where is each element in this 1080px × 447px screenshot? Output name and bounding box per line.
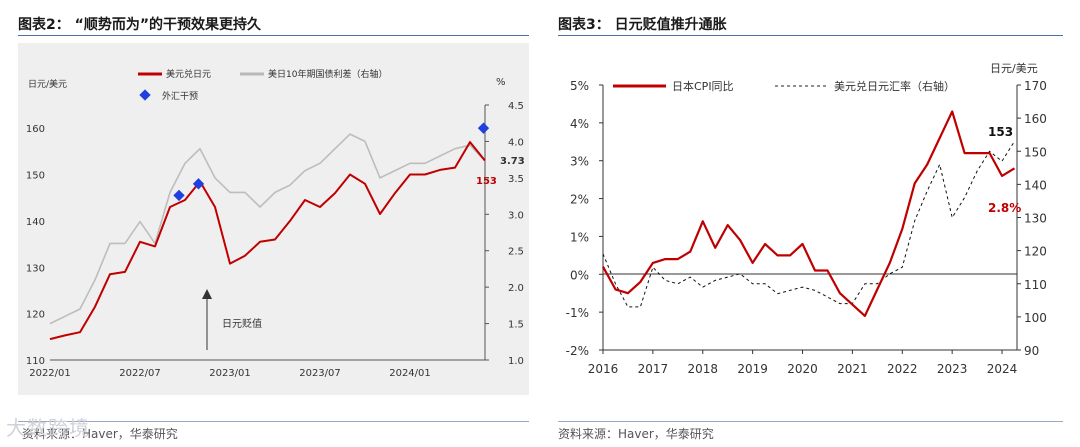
chart1-title-rule (18, 35, 529, 36)
chart1-y-right-tick: 2.0 (508, 283, 524, 294)
chart2-y-left-tick: 3% (570, 155, 589, 169)
chart1-x-tick: 2022/01 (29, 368, 71, 379)
chart1-annotation-arrowhead (202, 289, 212, 299)
chart1-y-right-tick: 4.5 (508, 101, 524, 112)
chart1-y-right-tick: 1.5 (508, 320, 524, 331)
chart1-annotation-text: 日元贬值 (222, 317, 262, 330)
chart2-end-label-left: 2.8% (988, 201, 1021, 215)
chart2-legend-box (603, 78, 771, 97)
chart1-y-right-tick: 1.0 (508, 356, 524, 367)
watermark: 大数跨境 (6, 416, 90, 440)
chart2-x-tick: 2022 (887, 362, 918, 376)
chart1-y-right-tick: 3.5 (508, 174, 524, 185)
chart1-intervention-point (173, 189, 185, 202)
chart2-x-tick: 2020 (787, 362, 818, 376)
chart2-y-right-tick: 90 (1024, 344, 1039, 358)
chart2-end-label-right: 153 (988, 125, 1013, 139)
chart1-series-usdjpy (49, 141, 486, 341)
chart2-y-right-tick: 140 (1024, 178, 1047, 192)
chart1-x-tick: 2024/01 (389, 368, 431, 379)
chart2-y-right-tick: 170 (1024, 79, 1047, 93)
chart1-y-right-tick: 3.0 (508, 210, 524, 221)
chart1-legend-label-3: 外汇干预 (162, 90, 198, 102)
chart1-x-tick: 2022/07 (119, 368, 161, 379)
chart2-y-left-tick: 4% (570, 117, 589, 131)
chart1-y-right-tick: 4.0 (508, 137, 524, 148)
chart1-y-left-tick: 120 (26, 310, 45, 321)
chart1-legend-label-1: 美元兑日元 (166, 68, 211, 80)
chart1-source-rule (18, 421, 529, 422)
chart2-x-tick: 2019 (737, 362, 768, 376)
chart2-y-left-tick: 2% (570, 193, 589, 207)
chart1-y-right-tick: 2.5 (508, 247, 524, 258)
chart1-source: 资料来源：Haver，华泰研究 (22, 427, 178, 441)
chart2-y-right-tick: 150 (1024, 145, 1047, 159)
chart1-right-axis-title: % (496, 77, 506, 88)
chart2-y-left-tick: 0% (570, 268, 589, 282)
chart1-end-label-left: 153 (476, 176, 497, 187)
chart2-title: 图表3： 日元贬值推升通胀 (558, 17, 727, 33)
chart2-series-usdjpy (602, 141, 1015, 308)
chart2-right-axis-title: 日元/美元 (990, 62, 1038, 75)
chart2-x-tick: 2024 (987, 362, 1018, 376)
chart1-series-spread (49, 133, 486, 325)
chart1-left-axis-title: 日元/美元 (28, 78, 67, 90)
chart2-y-right-tick: 130 (1024, 212, 1047, 226)
chart1-y-left-tick: 140 (26, 217, 45, 228)
chart2-legend-label-1: 日本CPI同比 (672, 79, 734, 93)
chart1-y-left-tick: 150 (26, 171, 45, 182)
chart2-series-cpi (602, 110, 1016, 317)
chart1-end-label-right: 3.73 (500, 156, 525, 167)
chart2-x-tick: 2016 (588, 362, 619, 376)
chart2-title-rule (558, 35, 1063, 36)
chart1-title: 图表2： “顺势而为”的干预效果更持久 (18, 17, 262, 33)
chart1-intervention-point (192, 178, 205, 190)
chart2-x-tick: 2023 (937, 362, 968, 376)
chart2-y-left-tick: 1% (570, 230, 589, 244)
chart2-source-rule (558, 421, 1063, 422)
chart1-y-left-tick: 130 (26, 263, 45, 274)
chart2-y-right-tick: 120 (1024, 245, 1047, 259)
chart2-source: 资料来源：Haver，华泰研究 (558, 427, 714, 441)
chart1-y-left-tick: 160 (26, 124, 45, 135)
chart2-legend-label-2: 美元兑日元汇率（右轴） (834, 79, 955, 93)
chart2-y-right-tick: 100 (1024, 311, 1047, 325)
chart1-x-tick: 2023/01 (209, 368, 251, 379)
chart2-y-left-tick: -1% (566, 306, 589, 320)
chart1-intervention-point (477, 122, 490, 134)
chart2-x-tick: 2017 (638, 362, 669, 376)
chart2-y-left-tick: -2% (566, 344, 589, 358)
chart2-x-tick: 2018 (687, 362, 718, 376)
chart1-y-left-tick: 110 (26, 356, 45, 367)
chart1-legend-label-2: 美日10年期国债利差（右轴） (268, 68, 387, 80)
chart2-y-right-tick: 110 (1024, 278, 1047, 292)
chart2-y-left-tick: 5% (570, 79, 589, 93)
chart2-y-right-tick: 160 (1024, 112, 1047, 126)
chart1-panel (18, 43, 529, 395)
chart1-x-tick: 2023/07 (299, 368, 341, 379)
chart2-x-tick: 2021 (837, 362, 868, 376)
